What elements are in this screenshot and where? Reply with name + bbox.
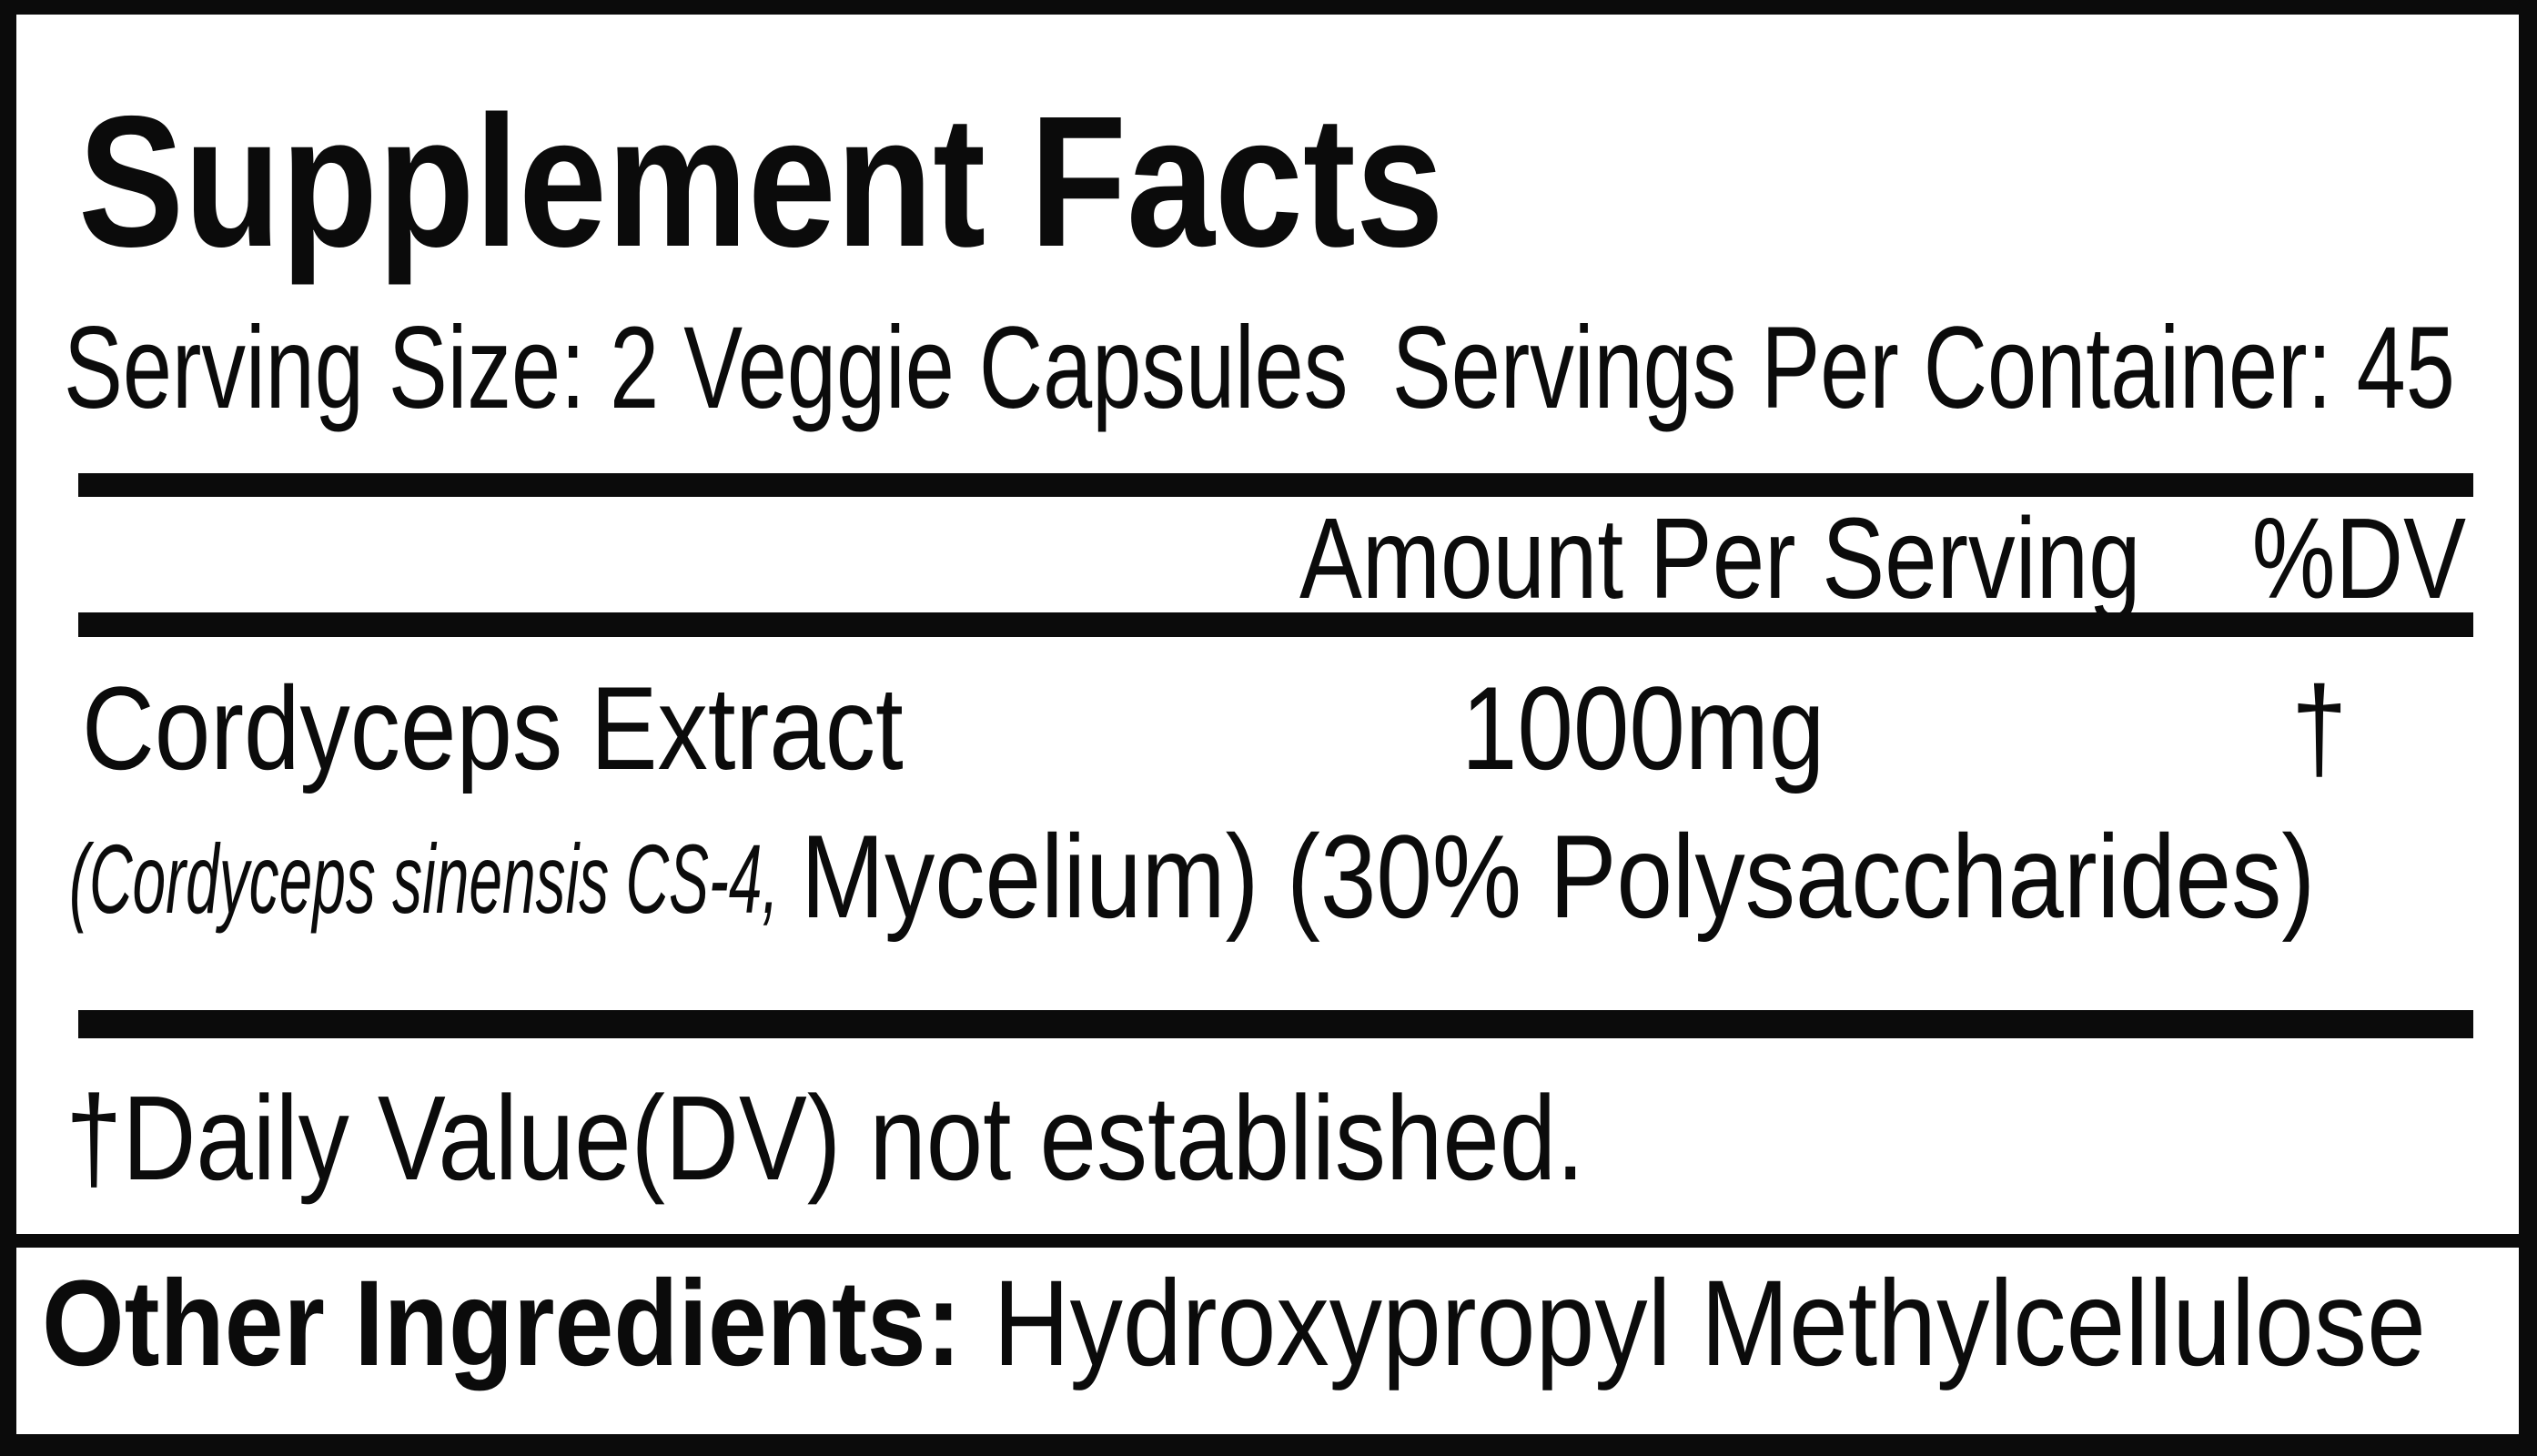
panel-border-top [0, 0, 2537, 15]
rule-under-header [78, 612, 2473, 637]
percent-dv-header: %DV [2251, 494, 2466, 622]
amount-per-serving-header: Amount Per Serving [1299, 494, 2141, 622]
panel-border-bottom [0, 1434, 2537, 1456]
ingredient-name: Cordyceps Extract [82, 662, 904, 794]
panel-border-right [2519, 0, 2537, 1456]
panel-title: Supplement Facts [78, 77, 1444, 286]
daily-value-footnote: †Daily Value(DV) not established. [66, 1071, 1585, 1205]
ingredient-dv-dagger: † [2291, 662, 2348, 794]
rule-under-serving [78, 473, 2473, 497]
other-ingredients-divider [0, 1234, 2537, 1248]
servings-per-container-text: Servings Per Container: 45 [1392, 303, 2455, 433]
ingredient-detail-standardization: Mycelium) (30% Polysaccharides) [801, 810, 2316, 943]
ingredient-detail-latin-name: (Cordyceps sinensis CS-4, [69, 824, 779, 934]
other-ingredients-value: Hydroxypropyl Methylcellulose [993, 1256, 2426, 1391]
rule-under-ingredients [78, 1010, 2473, 1038]
ingredient-amount: 1000mg [1461, 662, 1825, 794]
serving-size-text: Serving Size: 2 Veggie Capsules [64, 303, 1349, 433]
panel-border-left [0, 0, 16, 1456]
other-ingredients-line: Other Ingredients: Hydroxypropyl Methylce… [42, 1263, 2426, 1385]
other-ingredients-label: Other Ingredients: [42, 1256, 962, 1391]
